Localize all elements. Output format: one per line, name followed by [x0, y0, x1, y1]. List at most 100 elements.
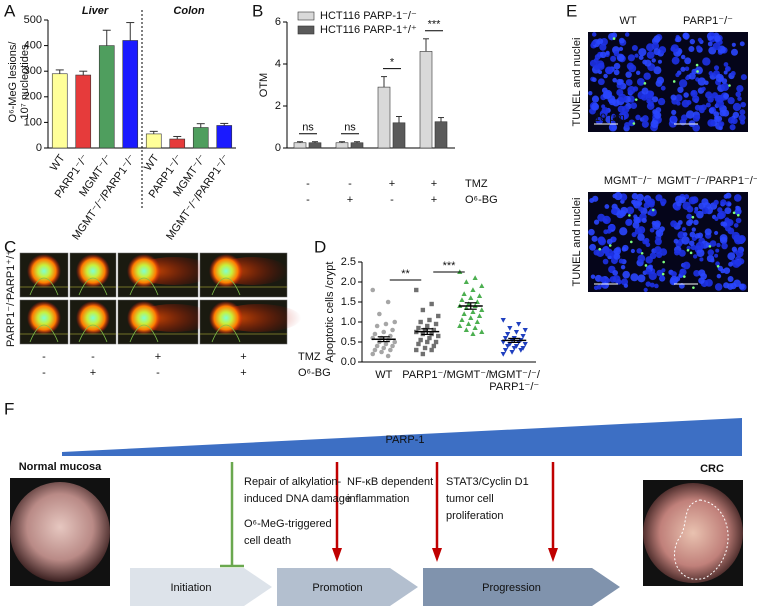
nucleus [637, 254, 646, 263]
stage-arrow [423, 568, 620, 606]
nucleus [707, 119, 716, 127]
nucleus [646, 51, 655, 59]
gradient-label: PARP-1 [386, 434, 425, 446]
y-tick-label: 6 [275, 16, 281, 28]
data-point [429, 301, 434, 307]
data-point [374, 323, 380, 329]
nucleus [595, 117, 604, 125]
nucleus [611, 236, 617, 242]
nucleus [675, 36, 682, 43]
tunel-signal [662, 260, 665, 264]
y-tick-label: 0.5 [341, 336, 356, 348]
data-point [502, 348, 509, 353]
profile [29, 277, 59, 296]
tunel-signal [728, 84, 731, 87]
y-tick-label: 400 [24, 40, 42, 52]
nucleus [733, 223, 739, 228]
nucleus [714, 253, 719, 258]
nucleus [693, 209, 699, 214]
nucleus [699, 257, 704, 262]
side-label: TUNEL and nuclei [571, 198, 583, 287]
nucleus [613, 247, 622, 255]
y-tick-label: 200 [24, 91, 42, 103]
nucleus [651, 42, 660, 50]
nucleus [605, 115, 613, 124]
nucleus [735, 91, 742, 98]
nucleus [670, 115, 678, 123]
tunel-signal [608, 244, 612, 247]
data-point [502, 336, 509, 341]
nucleus [686, 213, 693, 220]
data-point [457, 323, 463, 328]
nucleus [591, 32, 597, 37]
nucleus [653, 66, 662, 75]
nucleus [738, 114, 746, 122]
data-point [479, 329, 485, 334]
panel-title: PARP1⁻/⁻ [683, 15, 733, 27]
nucleus [638, 206, 644, 212]
nucleus [654, 283, 659, 289]
nucleus [688, 196, 697, 205]
nucleus [719, 234, 728, 242]
nucleus [638, 48, 647, 57]
bar [335, 142, 349, 149]
nucleus [681, 99, 690, 108]
condition-value: - [156, 367, 160, 379]
tunel-signal [628, 214, 631, 217]
nucleus [670, 94, 677, 101]
data-point [416, 341, 421, 347]
nucleus [731, 42, 736, 47]
significance-label: ns [302, 122, 314, 134]
y-tick-label: 300 [24, 65, 42, 77]
nucleus [608, 98, 616, 106]
nucleus [588, 91, 593, 96]
y-tick-label: 0.0 [341, 356, 356, 368]
nucleus [634, 218, 639, 224]
bar [308, 142, 322, 149]
data-point [500, 340, 506, 345]
y-tick-label: 1.5 [341, 296, 356, 308]
nucleus [733, 194, 742, 202]
nucleus [616, 78, 623, 86]
stage-label: Initiation [171, 582, 212, 594]
nucleus [653, 35, 661, 43]
nucleus [601, 107, 609, 115]
nucleus [710, 32, 715, 37]
nucleus [722, 221, 728, 227]
nucleus [648, 208, 657, 217]
legend-swatch [297, 25, 315, 35]
nucleus [677, 86, 684, 93]
y-tick-label: 4 [275, 58, 281, 70]
data-point [470, 331, 476, 336]
data-point [414, 287, 419, 293]
nucleus [707, 95, 714, 103]
nucleus [720, 199, 727, 206]
nucleus [603, 73, 608, 79]
nucleus [680, 66, 686, 72]
nucleus [656, 269, 664, 277]
comet-head [209, 301, 243, 335]
nucleus [714, 35, 721, 42]
comet-head [127, 301, 161, 335]
profile [78, 277, 108, 296]
nucleus [733, 279, 741, 288]
data-point [476, 313, 483, 318]
data-point [468, 315, 474, 320]
nucleus [649, 252, 657, 260]
nucleus [692, 254, 698, 259]
nucleus [694, 233, 701, 239]
tunel-signal [632, 122, 636, 125]
nucleus [677, 231, 686, 239]
nucleus [695, 241, 704, 251]
data-point [427, 317, 432, 323]
nucleus [611, 113, 616, 119]
data-point [433, 339, 439, 345]
data-point [385, 299, 391, 305]
bar [169, 138, 186, 149]
nucleus [734, 208, 742, 216]
nucleus [653, 220, 661, 228]
data-point [433, 321, 439, 327]
data-point [470, 287, 476, 292]
nucleus [635, 70, 641, 75]
y-axis-label: O⁶-MeG lesions/ [7, 41, 19, 123]
